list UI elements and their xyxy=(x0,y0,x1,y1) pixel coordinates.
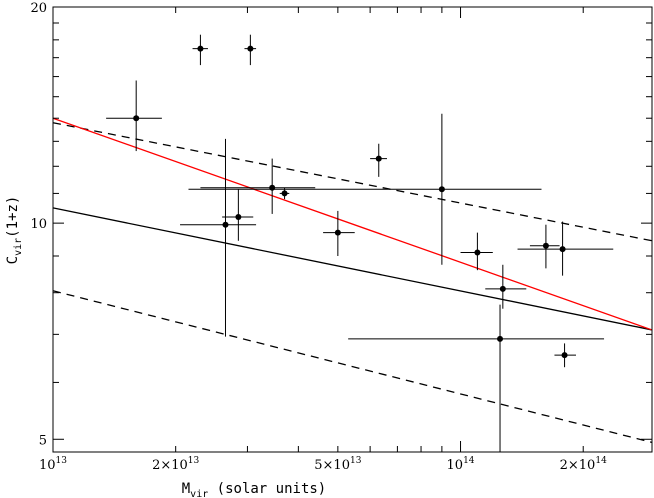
axis-ticks xyxy=(52,6,652,452)
x-tick-label-base: 10 xyxy=(447,458,464,473)
x-tick-label-base: 10 xyxy=(39,458,56,473)
data-point xyxy=(247,45,254,52)
error-bars xyxy=(106,34,614,452)
black-fit-line xyxy=(52,207,653,331)
data-point xyxy=(474,249,481,256)
data-point xyxy=(235,213,242,220)
x-tick-label: 2×1013 xyxy=(152,456,199,473)
x-tick-label-exponent: 13 xyxy=(56,456,68,466)
dashed-bound-line xyxy=(52,122,653,242)
data-point xyxy=(542,242,549,249)
x-axis-title: Mvir (solar units) xyxy=(182,481,327,498)
x-tick-label-exponent: 13 xyxy=(188,456,200,466)
data-point xyxy=(375,155,382,162)
dashed-bound-line xyxy=(52,290,653,444)
data-point xyxy=(497,335,504,342)
x-tick-label: 1014 xyxy=(447,456,475,473)
plot-frame xyxy=(52,6,653,453)
x-tick-label-exponent: 14 xyxy=(463,456,475,466)
x-tick-label: 1013 xyxy=(39,456,67,473)
data-point xyxy=(133,115,140,122)
x-tick-label-exponent: 13 xyxy=(350,456,362,466)
red-fit-line xyxy=(52,117,653,331)
x-tick-label-exponent: 14 xyxy=(595,456,607,466)
x-tick-label: 2×1014 xyxy=(560,456,607,473)
x-tick-label: 5×1013 xyxy=(314,456,361,473)
data-point xyxy=(222,221,229,228)
data-point xyxy=(438,186,445,193)
data-points xyxy=(133,45,568,359)
data-point xyxy=(269,184,276,191)
data-point xyxy=(559,246,566,253)
y-axis-title: Cvir(1+z) xyxy=(5,196,24,265)
x-tick-label-base: 5×10 xyxy=(314,458,350,473)
data-point xyxy=(281,190,288,197)
y-tick-label: 10 xyxy=(30,217,47,232)
data-point xyxy=(499,285,506,292)
y-tick-label: 5 xyxy=(39,433,47,448)
x-tick-label-base: 2×10 xyxy=(152,458,188,473)
data-point xyxy=(334,229,341,236)
fit-lines xyxy=(52,117,653,444)
y-tick-label: 20 xyxy=(30,1,47,16)
data-point xyxy=(561,352,568,359)
x-tick-label-base: 2×10 xyxy=(560,458,596,473)
data-point xyxy=(197,45,204,52)
